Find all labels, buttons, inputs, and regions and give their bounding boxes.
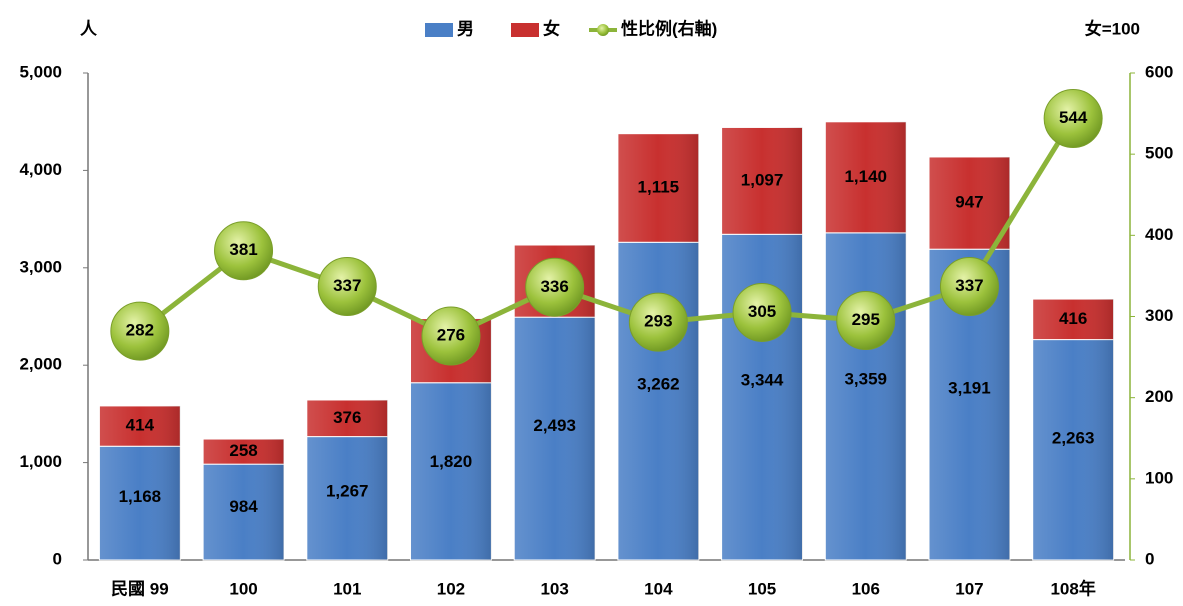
- ratio-marker: [628, 292, 688, 352]
- data-label: 1,168: [119, 487, 162, 506]
- data-label: 1,267: [326, 482, 369, 501]
- bar-shine: [617, 133, 699, 243]
- x-tick-label: 107: [955, 579, 983, 598]
- x-tick-label: 100: [229, 579, 257, 598]
- y2-tick-label: 400: [1145, 225, 1173, 244]
- y-tick-label: 2,000: [19, 355, 62, 374]
- ratio-marker: [110, 301, 170, 361]
- ratio-label: 336: [540, 277, 568, 296]
- ratio-label: 544: [1059, 108, 1088, 127]
- bar-shine: [306, 436, 388, 560]
- ratio-marker: [836, 291, 896, 351]
- x-tick-label: 102: [437, 579, 465, 598]
- ratio-marker: [939, 256, 999, 316]
- data-label: 376: [333, 408, 361, 427]
- bar-shine: [1032, 299, 1114, 340]
- bar-shine: [99, 405, 181, 447]
- data-label: 1,115: [638, 177, 680, 196]
- y2-tick-label: 0: [1145, 549, 1154, 568]
- y2-axis-label: 女=100: [1085, 18, 1140, 38]
- y-tick-label: 3,000: [19, 257, 62, 276]
- legend-swatch: [425, 23, 453, 37]
- data-label: 1,820: [430, 452, 473, 471]
- x-tick-label: 101: [333, 579, 361, 598]
- bar-shine: [825, 232, 907, 560]
- data-label: 414: [126, 416, 155, 435]
- ratio-marker: [525, 257, 585, 317]
- ratio-label: 295: [852, 310, 880, 329]
- ratio-label: 276: [437, 325, 465, 344]
- y2-tick-label: 300: [1145, 306, 1173, 325]
- x-tick-label: 105: [748, 579, 776, 598]
- bar-shine: [410, 382, 492, 560]
- x-tick-label: 104: [644, 579, 673, 598]
- ratio-label: 293: [644, 312, 672, 331]
- ratio-marker: [421, 306, 481, 366]
- bar-shine: [721, 127, 803, 235]
- ratio-marker: [1043, 88, 1103, 148]
- data-label: 984: [229, 497, 258, 516]
- data-label: 2,263: [1052, 428, 1095, 447]
- data-label: 1,097: [741, 170, 784, 189]
- ratio-marker: [732, 282, 792, 342]
- legend-label: 性比例(右軸): [621, 18, 717, 38]
- x-tick-label: 108年: [1050, 578, 1095, 598]
- y-tick-label: 0: [53, 549, 62, 568]
- x-tick-label: 103: [540, 579, 568, 598]
- y-tick-label: 4,000: [19, 160, 62, 179]
- bar-shine: [617, 242, 699, 561]
- bar-shine: [514, 317, 596, 560]
- legend-label: 男: [457, 19, 474, 38]
- bar-shine: [203, 464, 284, 560]
- data-label: 1,140: [844, 167, 887, 186]
- ratio-marker: [317, 256, 377, 316]
- legend-marker: [597, 24, 609, 36]
- ratio-label: 305: [748, 302, 776, 321]
- ratio-marker: [214, 221, 274, 281]
- bar-shine: [99, 446, 181, 560]
- data-label: 3,262: [637, 375, 680, 394]
- data-label: 258: [229, 441, 257, 460]
- data-label: 416: [1059, 309, 1087, 328]
- x-tick-label: 民國 99: [111, 579, 169, 598]
- data-label: 2,493: [533, 416, 576, 435]
- legend-swatch: [511, 23, 539, 37]
- ratio-label: 337: [333, 276, 361, 295]
- data-label: 3,191: [948, 379, 991, 398]
- ratio-label: 337: [955, 276, 983, 295]
- ratio-label: 282: [126, 321, 154, 340]
- y2-tick-label: 100: [1145, 468, 1173, 487]
- y2-tick-label: 600: [1145, 62, 1173, 81]
- data-label: 947: [955, 193, 983, 212]
- y-tick-label: 1,000: [19, 452, 62, 471]
- x-tick-label: 106: [852, 579, 880, 598]
- data-label: 3,359: [844, 370, 887, 389]
- bar-shine: [1032, 339, 1114, 560]
- bar-shine: [306, 399, 388, 437]
- y-tick-label: 5,000: [19, 62, 62, 81]
- ratio-line: [138, 117, 1076, 339]
- ratio-label: 381: [229, 240, 257, 259]
- y2-tick-label: 200: [1145, 387, 1173, 406]
- y-axis-label: 人: [80, 19, 98, 38]
- bar-shine: [825, 121, 907, 233]
- data-label: 3,344: [741, 370, 784, 389]
- legend-label: 女: [543, 18, 560, 38]
- y2-tick-label: 500: [1145, 144, 1173, 163]
- bar-shine: [203, 439, 284, 465]
- bar-shine: [929, 156, 1010, 250]
